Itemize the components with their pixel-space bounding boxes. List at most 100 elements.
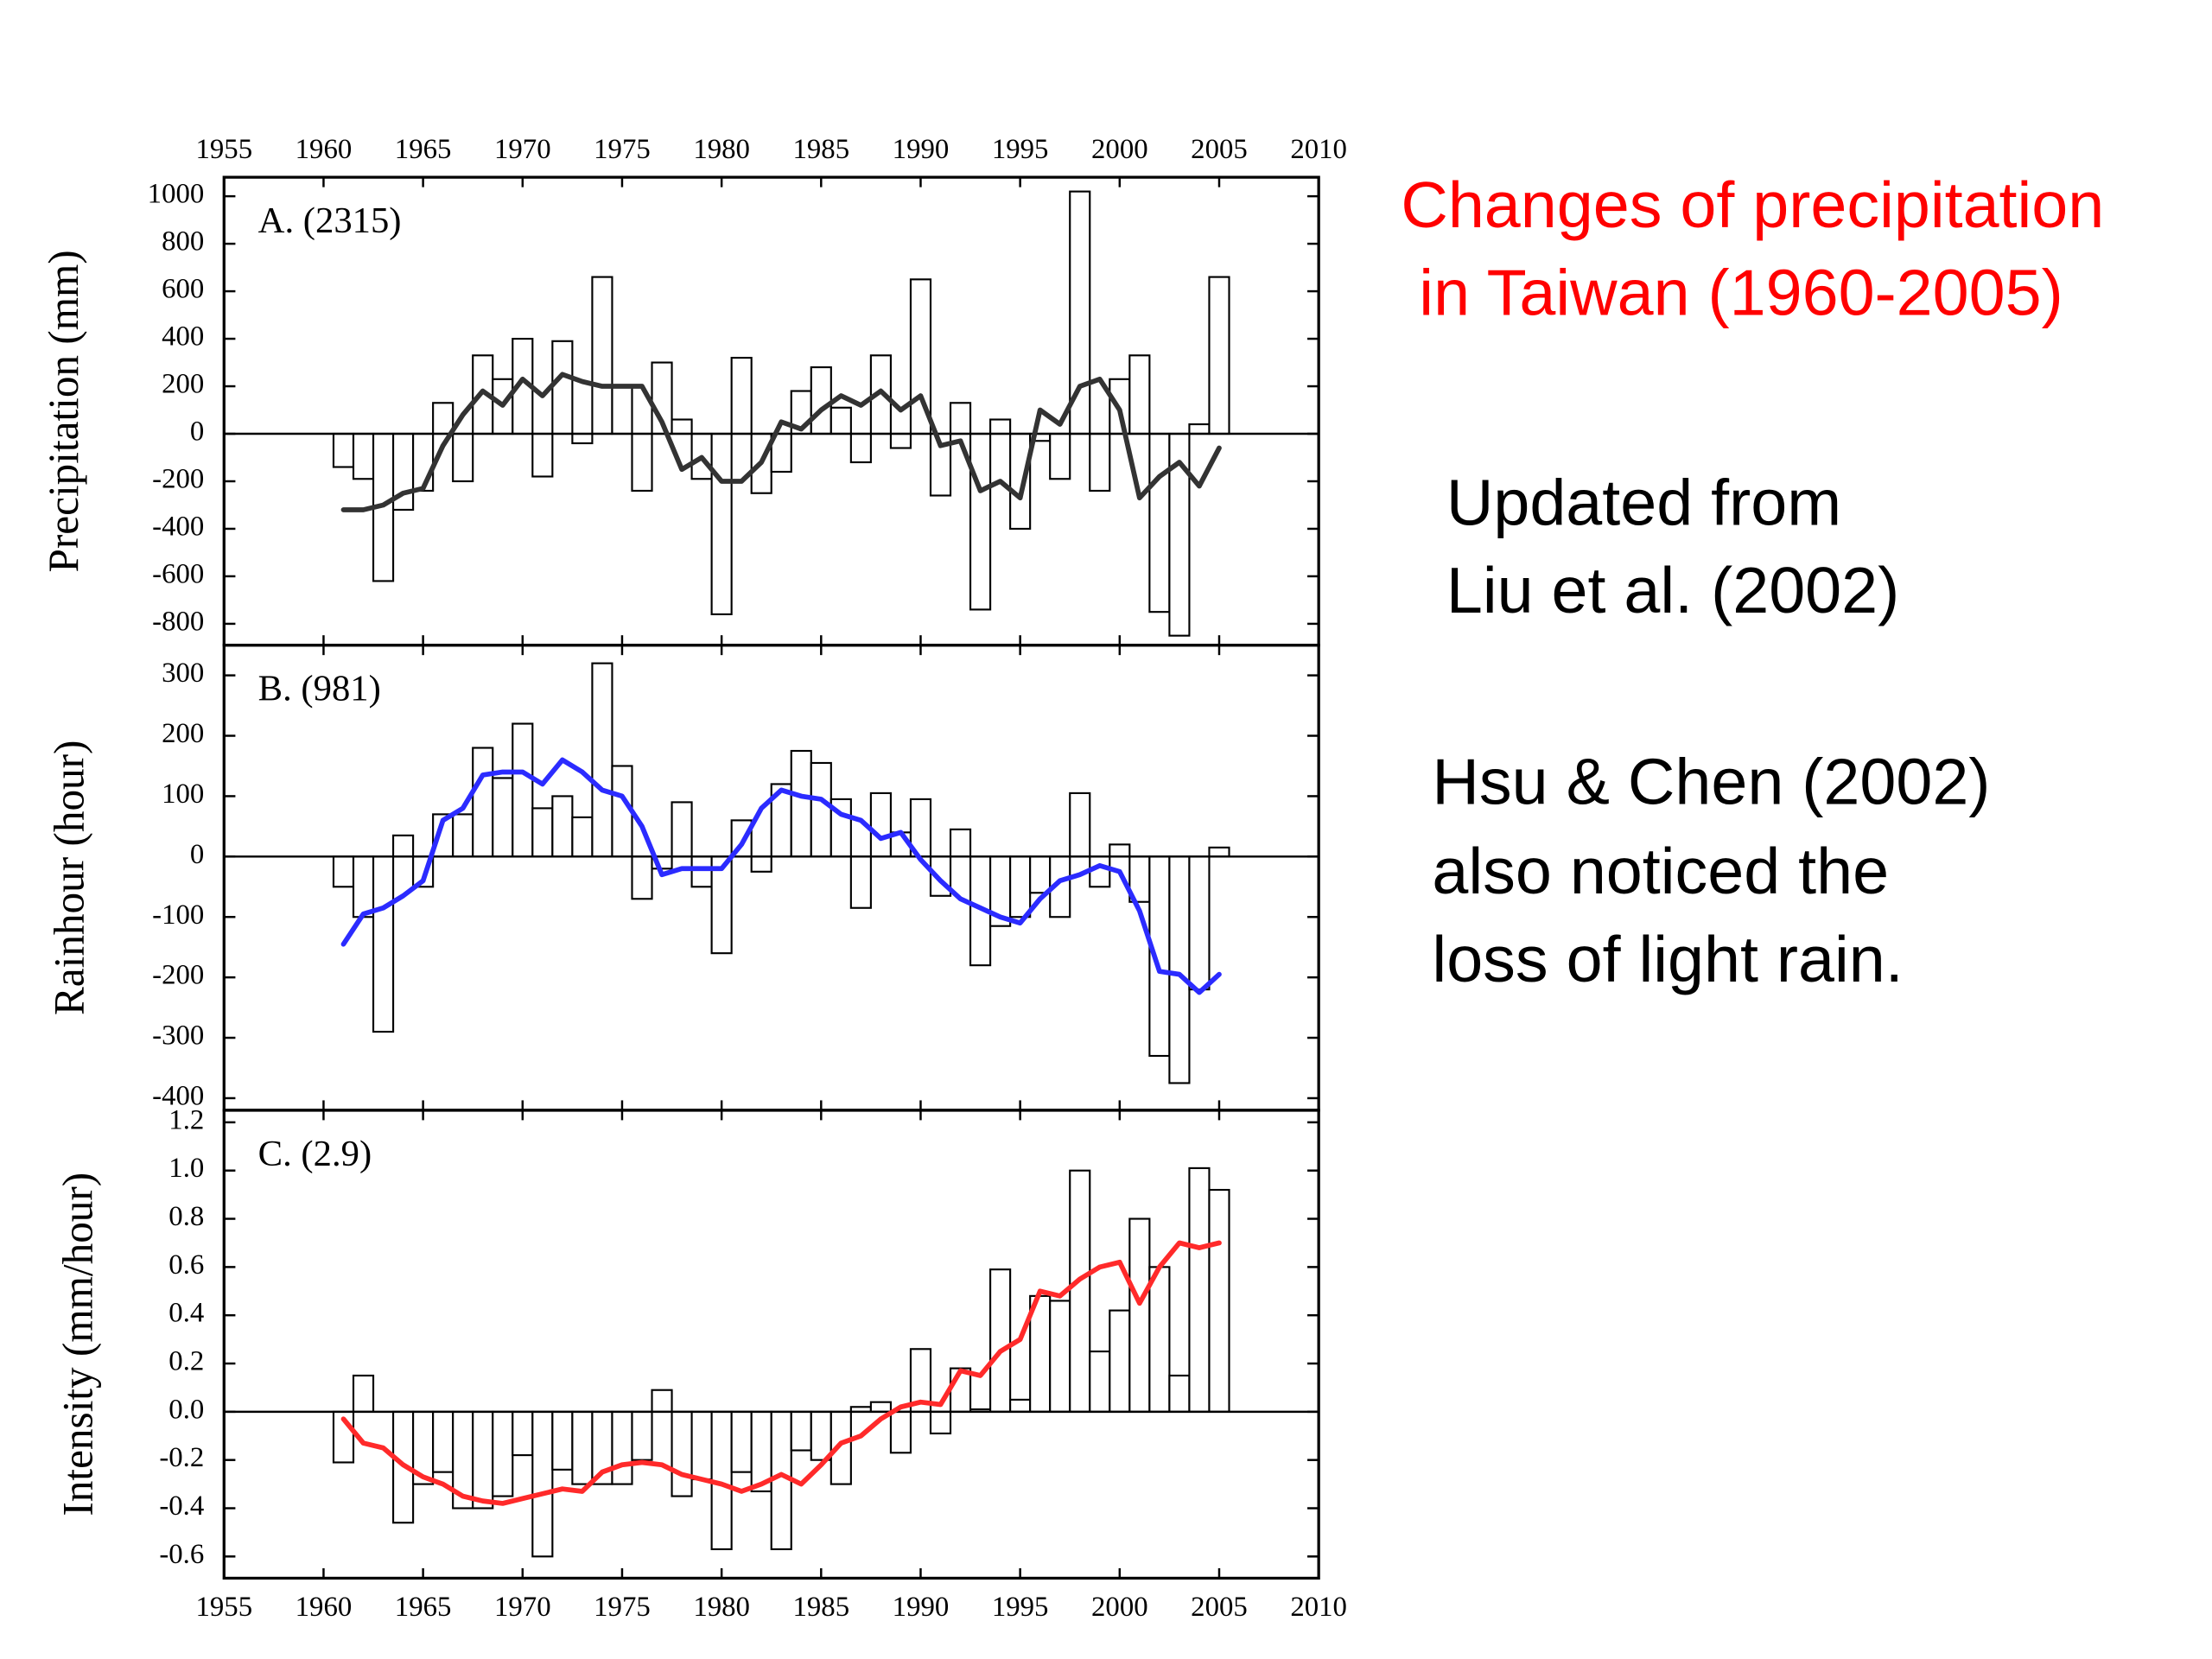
y-tick-label: -200 [152, 960, 204, 991]
x-tick-label: 1975 [594, 1592, 651, 1623]
bar [611, 385, 633, 435]
bar [1029, 855, 1052, 894]
bar [869, 1401, 892, 1413]
bar [1188, 855, 1211, 991]
x-tick-label: 1985 [792, 1592, 849, 1623]
bar [531, 432, 554, 478]
bar [611, 765, 633, 858]
bar [1009, 855, 1032, 918]
bar [1009, 1398, 1032, 1413]
bar [1208, 1188, 1230, 1413]
bar [730, 356, 753, 435]
bar [949, 828, 972, 858]
bar [1009, 432, 1032, 531]
x-tick-label: 2005 [1191, 134, 1248, 165]
x-tick-label: 2000 [1091, 134, 1148, 165]
bar [611, 1410, 633, 1485]
y-tick-label: -400 [152, 1080, 204, 1111]
y-tick-label: -600 [152, 558, 204, 589]
bar [989, 1268, 1012, 1413]
x-tick-label: 2005 [1191, 1592, 1248, 1623]
bar [1089, 1350, 1111, 1413]
x-tick-label: 1970 [494, 1592, 551, 1623]
bar [810, 1410, 832, 1461]
bar [591, 662, 613, 858]
y-axis-label: Precipitation (mm) [40, 250, 87, 572]
bar [512, 1410, 534, 1457]
bar [551, 1410, 574, 1471]
bar [969, 432, 992, 611]
note-line: also noticed the [1432, 835, 1889, 907]
bar [1128, 354, 1151, 435]
bar [571, 432, 594, 445]
bar [929, 1410, 952, 1435]
x-tick-label: 1965 [395, 134, 452, 165]
bar [889, 1410, 912, 1454]
bar [810, 761, 832, 858]
x-tick-label: 1990 [893, 134, 950, 165]
x-tick-label: 1980 [693, 134, 750, 165]
bar [1208, 276, 1230, 435]
bar [671, 418, 693, 435]
y-tick-label: 800 [162, 226, 204, 257]
note-line: Liu et al. (2002) [1446, 554, 1899, 626]
y-tick-label: 1000 [148, 179, 205, 210]
bar [849, 432, 872, 464]
bar [790, 1410, 812, 1452]
x-tick-label: 2010 [1290, 134, 1347, 165]
bar [432, 402, 454, 435]
x-tick-label: 1960 [296, 1592, 353, 1623]
y-tick-label: 0 [190, 416, 204, 448]
bar [591, 276, 613, 435]
y-tick-label: 1.0 [168, 1153, 204, 1184]
bar [730, 1410, 753, 1473]
x-tick-label: 1970 [494, 134, 551, 165]
bar [989, 418, 1012, 435]
y-tick-label: 200 [162, 369, 204, 400]
bar [1128, 1217, 1151, 1413]
y-tick-label: -0.2 [159, 1442, 204, 1473]
bar [452, 813, 474, 858]
y-tick-label: 600 [162, 274, 204, 305]
bar [949, 402, 972, 435]
bar [1148, 432, 1171, 613]
y-tick-label: -300 [152, 1020, 204, 1052]
bar [332, 855, 355, 888]
y-tick-label: 0.8 [168, 1201, 204, 1232]
bar [1069, 1169, 1091, 1413]
y-tick-label: 0.6 [168, 1249, 204, 1281]
bar [1049, 1300, 1071, 1413]
x-tick-label: 1975 [594, 134, 651, 165]
bar [1109, 1309, 1131, 1413]
bar [551, 340, 574, 435]
bar [492, 777, 514, 858]
bar [631, 855, 653, 900]
note-line: Updated from [1446, 466, 1841, 538]
bar [671, 1410, 693, 1497]
bar [332, 432, 355, 468]
bar [810, 365, 832, 435]
bar [790, 749, 812, 858]
bar [1208, 846, 1230, 858]
y-tick-label: 300 [162, 658, 204, 689]
bar [452, 432, 474, 483]
panel-label: A. (2315) [258, 200, 402, 241]
y-tick-label: 0.0 [168, 1394, 204, 1425]
title-line: in Taiwan (1960-2005) [1401, 257, 2063, 329]
bar [690, 855, 713, 888]
y-tick-label: -100 [152, 899, 204, 931]
bar [1188, 423, 1211, 435]
note-line: loss of light rain. [1432, 923, 1903, 995]
x-tick-label: 1955 [195, 134, 252, 165]
y-tick-label: 1.2 [168, 1104, 204, 1135]
bar [710, 432, 733, 615]
bar [1049, 432, 1071, 480]
y-tick-label: 100 [162, 779, 204, 810]
bar [492, 1410, 514, 1497]
bar [849, 855, 872, 909]
x-tick-label: 1995 [992, 134, 1049, 165]
bar [690, 1410, 713, 1481]
y-axis-label: Rainhour (hour) [46, 741, 93, 1015]
